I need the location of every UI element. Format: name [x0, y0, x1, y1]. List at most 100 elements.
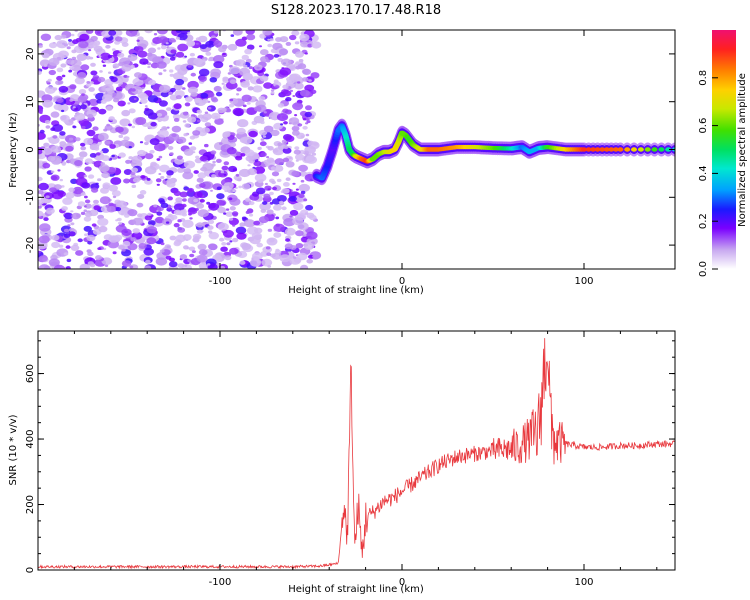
spectrogram-cell [173, 117, 180, 122]
spectrogram-cell [160, 242, 165, 246]
spectrogram-cell [190, 72, 196, 77]
spectrogram-cell [145, 259, 151, 264]
spectrogram-cell [193, 191, 203, 198]
spectrogram-cell [164, 115, 169, 119]
spectrogram-cell [43, 142, 49, 147]
colorbar-ticks: 0.0 0.2 0.4 0.6 0.8 [698, 70, 718, 277]
colorbar-tick-label: 0.8 [698, 70, 709, 86]
spectrogram-cell [297, 123, 303, 127]
spectrogram-cell [137, 213, 143, 218]
y-tick-label: 400 [25, 429, 36, 448]
spectrogram-cell [265, 246, 271, 250]
spectrogram-cell [70, 244, 80, 251]
spectrogram-cell [272, 147, 284, 156]
spectrogram-cell [118, 134, 124, 138]
spectrogram-cell [269, 191, 274, 196]
spectrogram-cell [182, 87, 186, 90]
spectrogram-cell [295, 61, 301, 65]
spectrogram-cell [259, 45, 262, 48]
spectrogram-cell [222, 76, 229, 82]
spectrogram-cell [267, 146, 274, 151]
spectrogram-cell [180, 209, 186, 214]
spectrogram-cell [207, 106, 212, 110]
spectrogram-cell [192, 130, 201, 136]
spectrogram-cell [166, 107, 172, 111]
spectrogram-cell [110, 177, 122, 185]
y-tick-label: -20 [25, 237, 36, 253]
spectrogram-cell [172, 72, 184, 80]
spectrogram-cell [279, 67, 292, 76]
spectrogram-cell [155, 216, 165, 224]
spectrogram-cell [270, 91, 275, 95]
spectrogram-cell [169, 152, 174, 156]
spectrogram-cell [127, 54, 138, 62]
spectrogram-cell [148, 79, 157, 86]
spectrogram-cell [187, 86, 199, 94]
spectrogram-cell [256, 66, 260, 69]
spectrogram-cell [184, 264, 188, 267]
spectrogram-cell [273, 223, 285, 232]
spectrogram-cell [173, 223, 180, 228]
spectrogram-cell [235, 155, 243, 161]
spectrogram-cell [117, 217, 122, 222]
spectrogram-cell [158, 36, 169, 44]
spectrogram-cell [175, 30, 182, 33]
spectrogram-cell [183, 160, 196, 169]
spectrogram-cell [241, 54, 249, 61]
spectrogram-cell [97, 178, 102, 182]
spectrogram-cell [235, 59, 246, 67]
spectrogram-cell [246, 208, 254, 214]
spectrogram-cell [173, 103, 182, 110]
spectrogram-cell [199, 155, 208, 162]
spectrogram-ridge [313, 123, 675, 181]
spectrogram-cell [49, 187, 57, 193]
spectrogram-cell [153, 204, 158, 208]
spectrogram-cell [61, 185, 65, 188]
spectrogram-cell [220, 170, 225, 174]
spectrogram-cell [38, 210, 44, 217]
spectrogram-cell [177, 32, 188, 41]
spectrogram-cell [305, 105, 312, 111]
spectrogram-cell [246, 33, 256, 41]
spectrogram-cell [69, 137, 74, 141]
spectrogram-cell [38, 44, 43, 48]
spectrogram-cell [147, 47, 157, 54]
spectrogram-cell [158, 173, 162, 175]
spectrogram-cell [199, 199, 205, 203]
spectrogram-cell [275, 248, 280, 252]
spectrogram-cell [121, 64, 132, 72]
spectrogram-cell [273, 81, 282, 88]
spectrogram-cell [304, 84, 315, 92]
spectrogram-cell [84, 158, 93, 165]
spectrogram-cell [85, 83, 92, 87]
spectrogram-cell [257, 146, 262, 150]
spectrogram-cell [189, 146, 197, 151]
spectrogram-cell [228, 103, 235, 108]
spectrogram-cell [150, 121, 157, 127]
spectrogram-cell [113, 98, 120, 103]
spectrogram-cell [54, 34, 63, 41]
spectrogram-cell [108, 184, 118, 192]
spectrogram-cell [80, 211, 86, 215]
spectrogram-cell [197, 172, 207, 179]
spectrogram-cell [187, 187, 195, 193]
spectrogram-cell [283, 145, 289, 150]
spectrogram-cell [79, 263, 90, 269]
spectrogram-cell [167, 146, 174, 150]
spectrogram-cell [68, 231, 76, 237]
spectrogram-cell [56, 75, 63, 81]
spectrogram-cell [38, 176, 43, 182]
spectrogram-cell [594, 147, 601, 152]
spectrogram-cell [187, 64, 192, 68]
spectrogram-cell [255, 99, 259, 102]
spectrogram-cell [166, 170, 174, 176]
spectrogram-cell [108, 30, 117, 36]
spectrogram-cell [101, 257, 113, 266]
spectrogram-cell [115, 126, 124, 133]
spectrogram-cell [235, 226, 247, 235]
spectrogram-cell [61, 109, 65, 113]
spectrogram-cell [217, 107, 226, 114]
spectrogram-cell [304, 52, 308, 55]
spectrogram-cell [196, 222, 204, 228]
